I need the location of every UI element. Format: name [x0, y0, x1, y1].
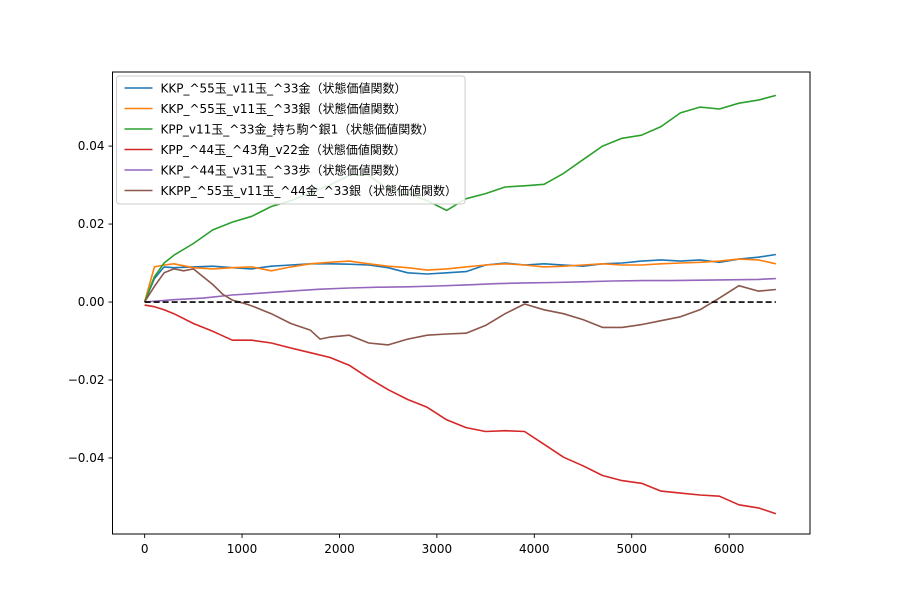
legend-label-4: KPP_^44玉_^43角_v22金（状態価値関数） — [161, 142, 406, 157]
x-tick-label: 0 — [141, 542, 149, 556]
legend: KKP_^55玉_v11玉_^33金（状態価値関数） KKP_^55玉_v11玉_… — [116, 75, 466, 205]
series-line-1 — [143, 253, 777, 303]
y-tick-label: −0.02 — [68, 373, 105, 387]
legend-label-2: KKP_^55玉_v11玉_^33銀（状態価値関数） — [161, 101, 407, 116]
legend-label-3: KPP_v11玉_^33金_持ち駒^銀1（状態価値関数） — [161, 122, 435, 137]
y-axis: −0.04 −0.02 0.00 0.02 0.04 — [68, 139, 113, 465]
legend-box — [116, 75, 466, 205]
series-layer — [143, 94, 777, 515]
y-tick-label: 0.04 — [78, 139, 105, 153]
plot-frame — [112, 71, 811, 535]
x-tick-label: 6000 — [714, 542, 745, 556]
x-tick-label: 5000 — [616, 542, 647, 556]
series-line-2 — [143, 258, 777, 303]
x-tick-label: 4000 — [519, 542, 550, 556]
series-line-4 — [144, 304, 777, 515]
series-line-6 — [143, 268, 776, 346]
y-tick-label: 0.00 — [78, 295, 105, 309]
x-tick-label: 1000 — [227, 542, 258, 556]
y-tick-label: −0.04 — [68, 451, 105, 465]
x-tick-label: 2000 — [324, 542, 355, 556]
x-tick-label: 3000 — [422, 542, 453, 556]
y-tick-label: 0.02 — [78, 217, 105, 231]
x-axis: 0 1000 2000 3000 4000 5000 6000 — [141, 534, 745, 556]
legend-label-6: KKPP_^55玉_v11玉_^44金_^33銀（状態価値関数） — [161, 183, 458, 198]
series-line-5 — [144, 277, 776, 303]
series-line-3 — [143, 94, 777, 303]
legend-label-5: KKP_^44玉_v31玉_^33歩（状態価値関数） — [161, 163, 407, 178]
legend-label-1: KKP_^55玉_v11玉_^33金（状態価値関数） — [161, 81, 407, 96]
